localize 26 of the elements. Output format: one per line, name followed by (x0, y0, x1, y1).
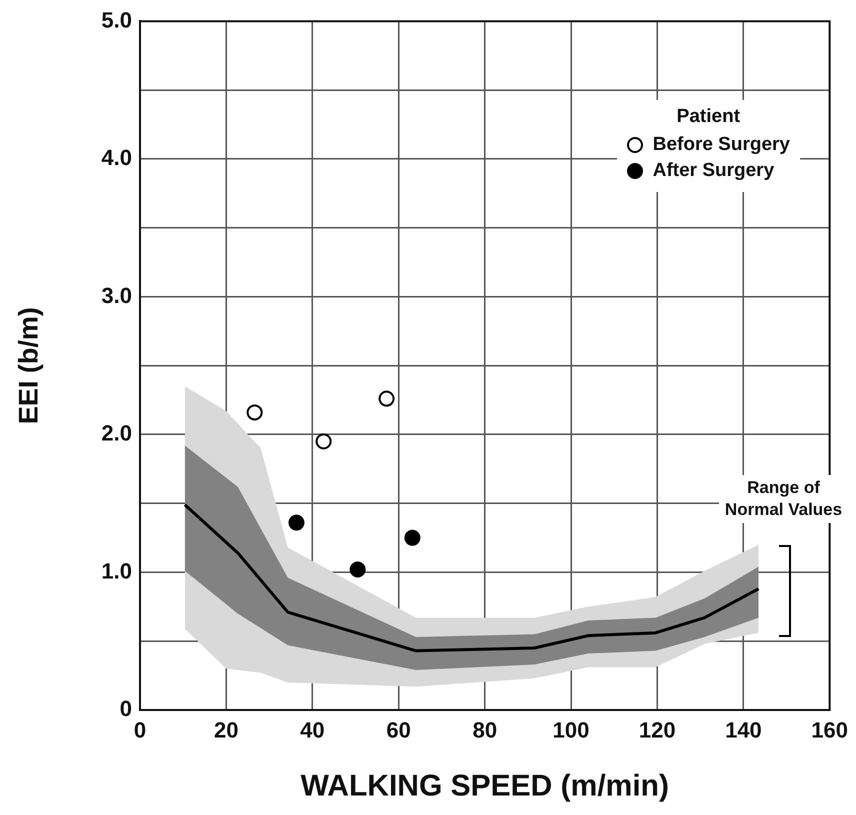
x-tick-label: 60 (386, 717, 411, 742)
annotation: Range of Normal Values (718, 476, 849, 521)
y-tick-label: 3.0 (101, 282, 132, 308)
point (378, 390, 395, 407)
y-tick-label: 5.0 (101, 7, 132, 32)
legend-label: Before Surgery (652, 134, 790, 156)
point (316, 433, 332, 450)
legend-label: After Surgery (652, 160, 774, 182)
x-axis-title: WALKING SPEED (m/min) (300, 769, 670, 802)
y-axis-title: EEI (b/m) (14, 307, 44, 424)
y-tick-label: 2.0 (101, 420, 132, 446)
y-tick-label: 4.0 (101, 145, 132, 170)
x-tick-label: 80 (472, 717, 498, 742)
legend-title: Patient (676, 106, 742, 128)
x-tick-label: 40 (300, 717, 325, 742)
point (246, 404, 263, 420)
point (404, 530, 420, 546)
x-tick-label: 160 (811, 717, 848, 742)
y-tick-label: 0 (120, 696, 132, 722)
point (350, 561, 366, 578)
x-tick-label: 20 (214, 717, 238, 742)
x-tick-label: 140 (725, 717, 762, 742)
point (288, 514, 304, 531)
x-tick-label: 120 (638, 717, 676, 742)
y-tick-label: 1.0 (101, 558, 132, 584)
x-tick-label: 100 (552, 717, 590, 742)
